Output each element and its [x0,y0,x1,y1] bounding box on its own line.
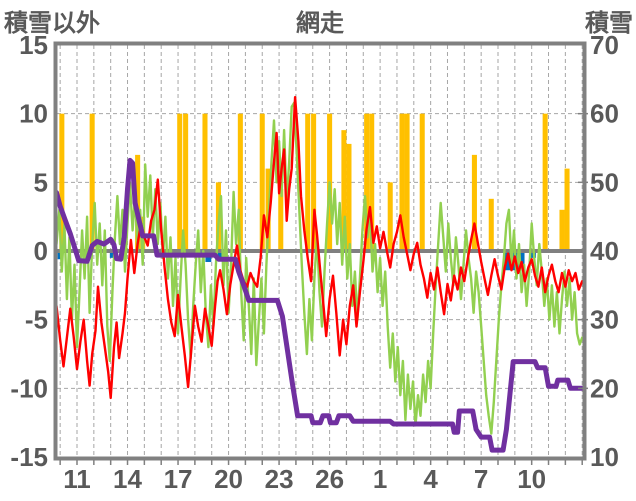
plot-border [53,41,587,461]
chart-title: 網走 [296,10,344,37]
snow-depth-line [56,157,584,453]
right-tick-label: 20 [590,373,619,403]
sunshine-bar [488,198,494,251]
sunshine-bar [259,113,265,251]
left-axis-title: 積雪以外 [4,10,100,37]
sunshine-bar [564,168,570,251]
sunshine-bar [419,113,425,251]
precipitation-bar [217,251,223,261]
right-tick-label: 60 [590,99,619,129]
left-tick-label: 0 [34,236,48,266]
sunshine-bar [89,113,95,251]
sunshine-bar [237,113,243,251]
left-tick-label: 10 [19,99,48,129]
sunshine-bar [399,113,405,251]
sunshine-bar [278,189,284,251]
sunshine-bar [559,209,565,251]
sunshine-bar [177,113,183,251]
sunshine-bar [364,113,370,251]
right-tick-label: 10 [590,442,619,472]
left-tick-label: 15 [19,30,48,60]
x-tick-label: 14 [113,464,142,494]
right-tick-label: 30 [590,305,619,335]
sunshine-bar [404,113,410,251]
sunshine-bar [346,143,352,251]
right-tick-label: 50 [590,167,619,197]
right-tick-label: 70 [590,30,619,60]
x-tick-label: 23 [265,464,294,494]
left-tick-label: -15 [10,442,48,472]
x-tick-label: 17 [164,464,193,494]
sunshine-bar [202,113,208,251]
sunshine-bar [542,113,548,251]
x-tick-label: 1 [373,464,387,494]
x-tick-label: 20 [214,464,243,494]
sunshine-bar [369,113,375,251]
sunshine-bar [59,113,65,251]
sunshine-bar [471,154,477,251]
left-tick-label: -10 [10,373,48,403]
sunshine-bar [305,113,311,251]
sunshine-bar [387,182,393,251]
left-tick-label: 5 [34,167,48,197]
right-axis-title: 積雪 [585,10,633,37]
sunshine-bar [341,130,347,251]
right-tick-label: 40 [590,236,619,266]
left-tick-label: -5 [25,305,48,335]
x-tick-label: 10 [517,464,546,494]
sunshine-bar [311,113,317,251]
x-tick-label: 26 [315,464,344,494]
sunshine-bar [183,113,189,251]
x-tick-label: 4 [423,464,438,494]
x-tick-label: 11 [63,464,91,494]
green-line [56,101,584,435]
x-tick-label: 7 [474,464,488,494]
precipitation-bar [109,251,115,258]
